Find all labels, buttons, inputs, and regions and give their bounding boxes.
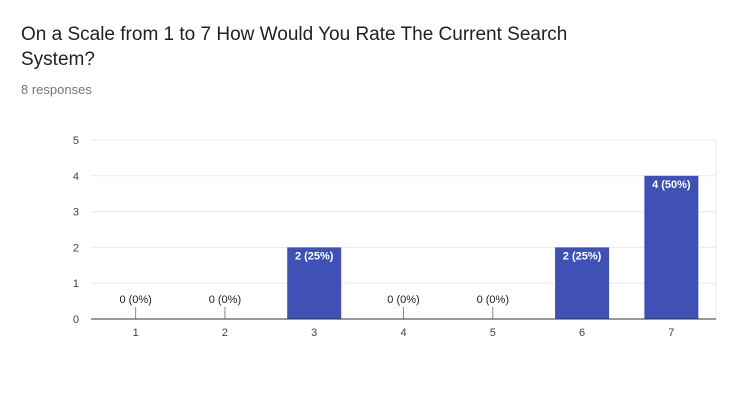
x-tick-label: 2 — [222, 327, 228, 339]
bar-data-label: 2 (25%) — [563, 250, 602, 262]
y-tick-label: 2 — [73, 242, 79, 254]
y-tick-label: 4 — [73, 171, 79, 183]
y-tick-label: 3 — [73, 207, 79, 219]
data-labels: 0 (0%) 0 (0%) 2 (25%) 0 (0%) 0 (0%) 2 (25%) 4 … — [119, 179, 691, 306]
bar-data-label: 0 (0%) — [477, 294, 509, 306]
bar-data-label: 0 (0%) — [119, 294, 151, 306]
bar — [287, 247, 342, 319]
chart-title: On a Scale from 1 to 7 How Would You Rat… — [21, 24, 568, 70]
y-tick-label: 5 — [73, 135, 79, 147]
y-tick-label: 0 — [73, 314, 79, 326]
x-tick-label: 1 — [133, 327, 139, 339]
x-axis-ticks: 1 2 3 4 5 6 7 — [133, 327, 675, 339]
y-axis-ticks: 0 1 2 3 4 5 — [73, 135, 79, 326]
response-count: 8 responses — [21, 82, 92, 97]
x-tick-label: 3 — [311, 327, 317, 339]
x-tick-label: 6 — [579, 327, 585, 339]
bar-data-label: 0 (0%) — [209, 294, 241, 306]
bar — [555, 247, 610, 319]
x-tick-label: 5 — [490, 327, 496, 339]
x-tick-label: 7 — [668, 327, 674, 339]
y-tick-label: 1 — [73, 278, 79, 290]
bars — [135, 175, 699, 319]
bar-data-label: 0 (0%) — [387, 294, 419, 306]
bar-data-label: 2 (25%) — [295, 250, 334, 262]
x-tick-label: 4 — [400, 327, 406, 339]
bar-data-label: 4 (50%) — [652, 179, 691, 191]
grid-lines — [91, 139, 717, 319]
bar — [644, 175, 699, 319]
